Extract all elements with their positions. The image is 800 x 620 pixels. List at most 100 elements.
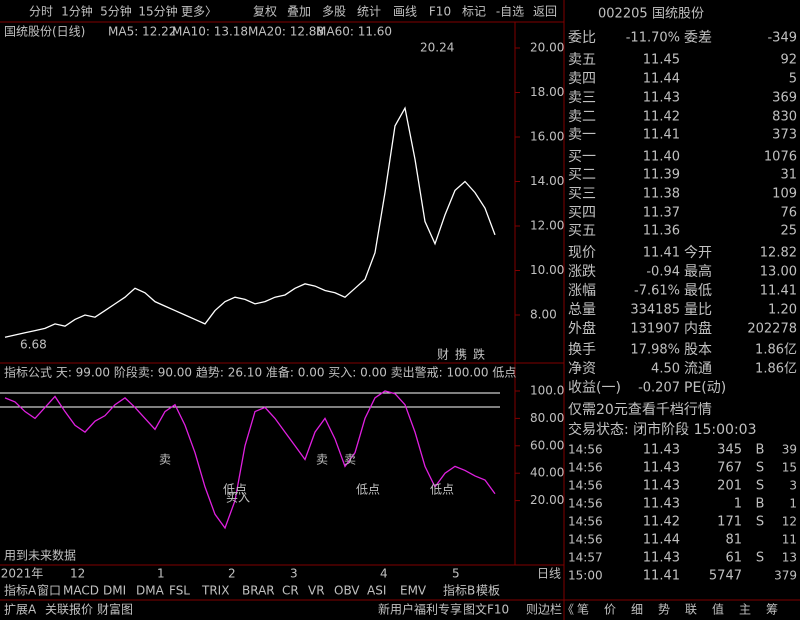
- order-price: 11.41: [643, 128, 680, 143]
- tab[interactable]: 窗口: [37, 584, 61, 598]
- date-label: 12: [70, 567, 85, 581]
- stat-label: 今开: [684, 245, 712, 261]
- tab[interactable]: 价: [604, 603, 616, 617]
- toolbar-button[interactable]: 分时: [29, 5, 53, 19]
- stat-value: 11.41: [643, 246, 680, 261]
- order-volume: 92: [780, 53, 797, 68]
- trade-time: 14:57: [568, 551, 603, 565]
- tab[interactable]: 关联报价: [45, 602, 93, 617]
- toolbar-button[interactable]: 复权: [253, 5, 277, 19]
- toolbar-button[interactable]: 返回: [533, 5, 557, 19]
- toolbar-button[interactable]: F10: [429, 5, 451, 19]
- trade-volume: 5747: [709, 569, 742, 584]
- trade-count: 1: [789, 497, 797, 511]
- toolbar-button[interactable]: 叠加: [287, 5, 311, 19]
- tab[interactable]: 模板: [476, 584, 500, 598]
- stat-value: 1.86亿: [755, 343, 797, 358]
- toolbar-button[interactable]: 统计: [357, 5, 381, 19]
- ma-label: MA20: 12.88: [248, 25, 324, 39]
- toolbar-button[interactable]: 画线: [393, 5, 417, 19]
- toolbar-button[interactable]: 标记: [462, 5, 486, 19]
- stat-value: 13.00: [760, 265, 797, 280]
- tab[interactable]: OBV: [334, 584, 360, 598]
- ma-label: MA60: 11.60: [316, 25, 392, 39]
- tab[interactable]: 值: [712, 602, 724, 617]
- tab[interactable]: MACD: [63, 584, 99, 598]
- toolbar-button[interactable]: -自选: [496, 5, 524, 19]
- stat-label: 流通: [684, 361, 712, 377]
- order-price: 11.40: [643, 150, 680, 165]
- trade-side: S: [756, 461, 764, 476]
- toolbar-button[interactable]: 1分钟: [61, 4, 93, 19]
- y-tick-label: 80.00: [530, 411, 564, 425]
- trade-count: 39: [782, 443, 797, 457]
- y-tick-label: 40.00: [530, 466, 564, 480]
- toolbar-button[interactable]: 更多〉: [181, 5, 217, 19]
- tab[interactable]: 联: [685, 603, 697, 617]
- order-volume: 369: [772, 91, 797, 106]
- stat-label: 净资: [568, 361, 596, 377]
- signal-label: 买入: [226, 491, 250, 505]
- toolbar-button[interactable]: 多股: [322, 5, 346, 19]
- tab[interactable]: 图文F10: [463, 602, 509, 617]
- tab[interactable]: DMI: [103, 584, 126, 598]
- tab[interactable]: VR: [308, 584, 325, 598]
- tab[interactable]: 指标B: [443, 583, 475, 598]
- stat-value: 334185: [630, 303, 680, 318]
- tab[interactable]: EMV: [400, 584, 427, 598]
- order-price: 11.43: [643, 91, 680, 106]
- stat-label: 总量: [568, 302, 596, 318]
- trade-volume: 345: [717, 443, 742, 458]
- toolbar-button[interactable]: 5分钟: [100, 4, 132, 19]
- value: -349: [767, 31, 797, 46]
- tab[interactable]: 扩展A: [4, 603, 37, 617]
- tab[interactable]: CR: [282, 584, 299, 598]
- order-price: 11.42: [643, 110, 680, 125]
- trade-count: 379: [774, 569, 797, 583]
- trade-price: 11.42: [643, 515, 680, 530]
- order-label: 买三: [568, 186, 596, 202]
- tab[interactable]: BRAR: [242, 584, 275, 598]
- trade-volume: 61: [725, 551, 742, 566]
- tab[interactable]: 势: [658, 603, 670, 617]
- tab[interactable]: 则边栏《: [526, 602, 574, 617]
- badge: 携: [455, 347, 467, 362]
- tab[interactable]: DMA: [136, 584, 165, 598]
- date-label: 1: [157, 567, 165, 581]
- stat-label: 涨幅: [568, 283, 596, 299]
- tab[interactable]: FSL: [169, 584, 190, 598]
- y-tick-label: 8.00: [530, 308, 557, 322]
- tab[interactable]: ASI: [367, 584, 386, 598]
- tab[interactable]: 笔: [577, 602, 589, 617]
- trade-price: 11.44: [643, 533, 680, 548]
- tab[interactable]: 新用户福利专享: [378, 602, 462, 617]
- y-tick-label: 20.00: [530, 41, 564, 55]
- order-label: 买五: [568, 223, 596, 239]
- tab[interactable]: 主: [739, 603, 751, 617]
- order-price: 11.38: [643, 187, 680, 202]
- promo[interactable]: 仅需20元查看千档行情: [568, 402, 712, 418]
- tab[interactable]: 筹: [766, 603, 778, 617]
- order-label: 卖二: [568, 109, 596, 125]
- stat-label: 最高: [684, 263, 712, 280]
- stat-label: 现价: [568, 245, 596, 261]
- stat-value: 11.41: [760, 284, 797, 299]
- trade-count: 11: [782, 533, 797, 547]
- stat-label: 收益(一): [568, 380, 621, 396]
- date-label: 日线: [537, 567, 561, 581]
- ma-label: MA5: 12.22: [108, 25, 176, 39]
- trade-side: S: [756, 515, 764, 530]
- note: 用到未来数据: [4, 548, 76, 563]
- stock-code: 002205: [598, 7, 648, 22]
- tab[interactable]: 指标A: [4, 583, 37, 598]
- low-label: 6.68: [20, 338, 47, 352]
- tab[interactable]: 财富图: [97, 602, 133, 617]
- tab[interactable]: TRIX: [201, 584, 229, 598]
- toolbar-button[interactable]: 15分钟: [138, 4, 177, 19]
- date-label: 2: [228, 567, 236, 581]
- tab[interactable]: 细: [631, 603, 643, 617]
- trade-side: B: [756, 443, 765, 458]
